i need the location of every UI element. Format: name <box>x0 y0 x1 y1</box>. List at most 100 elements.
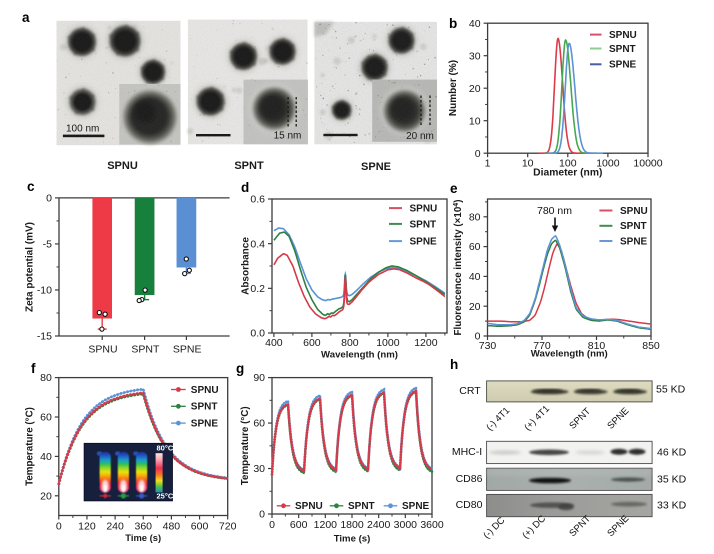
svg-text:600: 600 <box>290 519 308 531</box>
svg-text:Time (s): Time (s) <box>334 534 371 545</box>
svg-text:SPNT: SPNT <box>567 406 593 432</box>
svg-text:SPNT: SPNT <box>234 160 264 172</box>
svg-text:1800: 1800 <box>340 519 364 531</box>
svg-text:SPNE: SPNE <box>191 419 219 430</box>
svg-text:0: 0 <box>475 331 481 343</box>
svg-text:SPNU: SPNU <box>609 30 637 41</box>
svg-text:(-) DC: (-) DC <box>481 515 507 541</box>
svg-text:40: 40 <box>40 451 52 463</box>
svg-text:SPNE: SPNE <box>361 161 391 173</box>
svg-text:d: d <box>241 180 249 195</box>
svg-text:CRT: CRT <box>459 385 481 397</box>
svg-text:CD86: CD86 <box>456 473 483 485</box>
svg-text:2400: 2400 <box>367 519 391 531</box>
svg-text:60: 60 <box>40 412 52 424</box>
svg-text:SPNU: SPNU <box>620 206 648 217</box>
svg-text:SPNU: SPNU <box>410 204 438 215</box>
svg-text:40: 40 <box>469 271 481 283</box>
svg-text:h: h <box>450 357 458 372</box>
svg-text:360: 360 <box>134 521 152 533</box>
svg-text:600: 600 <box>303 337 321 349</box>
svg-text:g: g <box>236 361 244 376</box>
svg-text:SPNT: SPNT <box>410 219 437 230</box>
svg-text:60: 60 <box>253 418 265 430</box>
svg-text:0.0: 0.0 <box>250 328 265 340</box>
svg-text:0.2: 0.2 <box>250 283 265 295</box>
svg-text:SPNT: SPNT <box>348 501 375 512</box>
svg-text:MHC-I: MHC-I <box>452 446 482 458</box>
svg-text:0.4: 0.4 <box>250 238 265 250</box>
svg-text:e: e <box>450 181 458 196</box>
svg-text:SPNE: SPNE <box>410 237 438 248</box>
svg-text:780 nm: 780 nm <box>537 205 572 217</box>
svg-text:SPNE: SPNE <box>609 60 637 71</box>
svg-text:(-) 4T1: (-) 4T1 <box>484 405 512 433</box>
svg-text:Absorbance: Absorbance <box>241 237 252 295</box>
svg-text:Diameter (nm): Diameter (nm) <box>533 168 602 179</box>
svg-text:10: 10 <box>469 115 481 127</box>
svg-text:1000: 1000 <box>376 337 400 349</box>
svg-text:1200: 1200 <box>414 337 438 349</box>
svg-text:SPNT: SPNT <box>191 402 218 413</box>
svg-text:Temperature (°C): Temperature (°C) <box>25 407 36 486</box>
svg-text:46 KD: 46 KD <box>657 447 687 459</box>
svg-text:SPNU: SPNU <box>107 160 138 172</box>
svg-text:Number (%): Number (%) <box>448 60 459 116</box>
svg-text:0: 0 <box>46 193 52 205</box>
svg-text:Wavelength (nm): Wavelength (nm) <box>531 349 608 360</box>
svg-text:(+) DC: (+) DC <box>520 513 548 541</box>
svg-text:400: 400 <box>265 337 283 349</box>
svg-text:20: 20 <box>40 490 52 502</box>
svg-text:SPNU: SPNU <box>88 344 117 356</box>
svg-text:0: 0 <box>269 519 275 531</box>
svg-text:1200: 1200 <box>314 519 338 531</box>
svg-text:30: 30 <box>469 50 481 62</box>
svg-text:33 KD: 33 KD <box>657 499 687 511</box>
svg-text:SPNU: SPNU <box>191 385 219 396</box>
svg-text:1: 1 <box>485 158 491 170</box>
svg-text:20: 20 <box>469 83 481 95</box>
svg-text:3600: 3600 <box>420 519 444 531</box>
svg-text:-15: -15 <box>37 331 52 343</box>
svg-text:a: a <box>22 10 30 25</box>
svg-text:30: 30 <box>253 463 265 475</box>
svg-text:730: 730 <box>479 340 497 352</box>
svg-text:Zeta potential (mV): Zeta potential (mV) <box>25 222 36 312</box>
svg-text:55 KD: 55 KD <box>656 383 686 395</box>
svg-text:800: 800 <box>341 337 359 349</box>
svg-text:SPNE: SPNE <box>173 344 202 356</box>
svg-text:SPNT: SPNT <box>131 344 160 356</box>
svg-text:80: 80 <box>40 372 52 384</box>
svg-text:60: 60 <box>469 241 481 253</box>
svg-text:f: f <box>31 361 36 376</box>
svg-text:Fluorescence intensity (×104): Fluorescence intensity (×104) <box>453 200 464 336</box>
svg-text:0: 0 <box>56 521 62 533</box>
svg-text:SPNT: SPNT <box>609 44 636 55</box>
svg-text:-5: -5 <box>43 239 52 251</box>
svg-text:25°C: 25°C <box>157 491 174 500</box>
svg-text:Wavelength (nm): Wavelength (nm) <box>321 350 398 361</box>
svg-text:0: 0 <box>475 148 481 160</box>
svg-text:(+) 4T1: (+) 4T1 <box>522 404 552 434</box>
svg-text:90: 90 <box>253 372 265 384</box>
svg-text:10000: 10000 <box>633 158 662 170</box>
svg-text:480: 480 <box>163 521 181 533</box>
svg-text:b: b <box>449 16 457 31</box>
svg-text:SPNE: SPNE <box>605 406 631 432</box>
svg-text:CD80: CD80 <box>456 499 483 511</box>
svg-text:40: 40 <box>469 18 481 30</box>
svg-text:100: 100 <box>559 158 577 170</box>
svg-text:80: 80 <box>469 211 481 223</box>
svg-text:1000: 1000 <box>596 158 620 170</box>
svg-text:Time (s): Time (s) <box>125 532 161 543</box>
svg-text:600: 600 <box>191 521 209 533</box>
svg-text:35 KD: 35 KD <box>657 473 687 485</box>
svg-text:850: 850 <box>642 340 660 352</box>
svg-text:c: c <box>27 179 35 194</box>
svg-text:-10: -10 <box>37 285 52 297</box>
svg-text:SPNT: SPNT <box>567 513 593 539</box>
svg-text:Temperature (°C): Temperature (°C) <box>240 406 251 485</box>
svg-text:SPNT: SPNT <box>620 221 647 232</box>
svg-text:770: 770 <box>533 340 551 352</box>
svg-text:3000: 3000 <box>394 519 418 531</box>
